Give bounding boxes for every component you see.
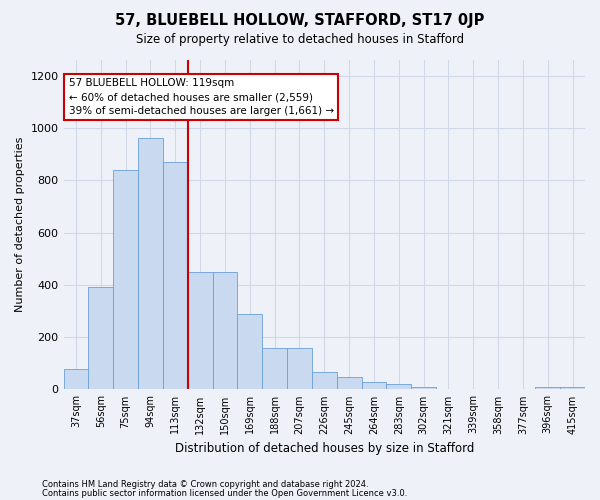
Bar — [362, 382, 386, 390]
Bar — [312, 372, 337, 390]
X-axis label: Distribution of detached houses by size in Stafford: Distribution of detached houses by size … — [175, 442, 474, 455]
Bar — [337, 377, 362, 390]
Text: 57 BLUEBELL HOLLOW: 119sqm
← 60% of detached houses are smaller (2,559)
39% of s: 57 BLUEBELL HOLLOW: 119sqm ← 60% of deta… — [68, 78, 334, 116]
Text: Size of property relative to detached houses in Stafford: Size of property relative to detached ho… — [136, 32, 464, 46]
Bar — [287, 348, 312, 390]
Bar — [88, 288, 113, 390]
Bar — [238, 314, 262, 390]
Y-axis label: Number of detached properties: Number of detached properties — [15, 137, 25, 312]
Bar — [535, 388, 560, 390]
Text: Contains HM Land Registry data © Crown copyright and database right 2024.: Contains HM Land Registry data © Crown c… — [42, 480, 368, 489]
Bar — [113, 170, 138, 390]
Bar — [560, 388, 585, 390]
Bar — [411, 387, 436, 390]
Bar — [262, 348, 287, 390]
Bar — [212, 272, 238, 390]
Bar — [436, 388, 461, 390]
Bar — [386, 384, 411, 390]
Bar — [188, 272, 212, 390]
Bar — [138, 138, 163, 390]
Bar — [163, 162, 188, 390]
Bar — [64, 368, 88, 390]
Text: Contains public sector information licensed under the Open Government Licence v3: Contains public sector information licen… — [42, 489, 407, 498]
Text: 57, BLUEBELL HOLLOW, STAFFORD, ST17 0JP: 57, BLUEBELL HOLLOW, STAFFORD, ST17 0JP — [115, 12, 485, 28]
